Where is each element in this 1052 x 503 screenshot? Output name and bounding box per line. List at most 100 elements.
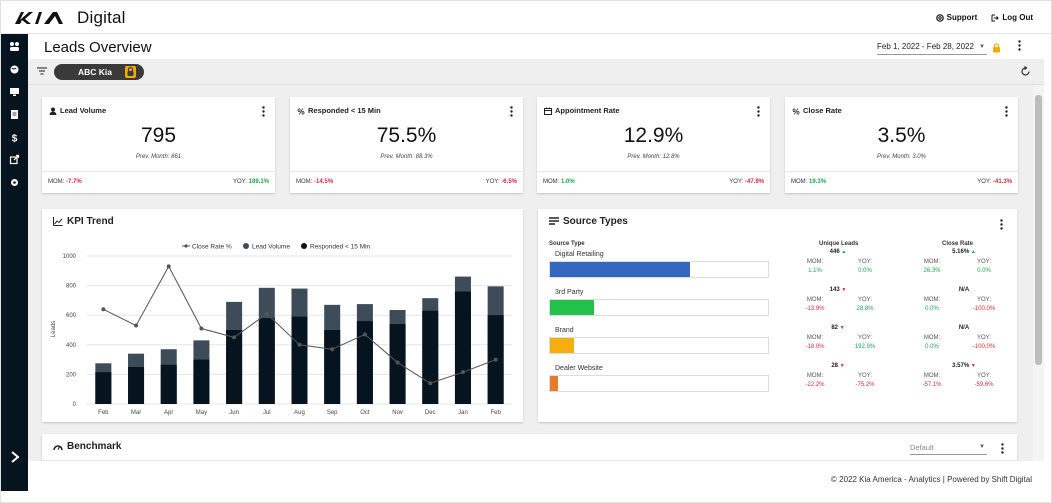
unique-leads-col-header: Unique Leads [819, 241, 859, 247]
legend-marker [243, 243, 249, 249]
y-tick-label: 800 [66, 284, 77, 290]
kpi-title: Lead Volume [49, 106, 106, 115]
responded-bar [128, 367, 145, 404]
filter-icon[interactable] [37, 67, 47, 75]
kpi-card: % Responded < 15 Min 75.5% Prev. Month: … [290, 97, 523, 193]
lock-icon [993, 43, 1000, 53]
source-type-col-header: Source Type [549, 241, 585, 247]
unique-leads-value: 143 ▼ [808, 287, 868, 293]
leads-mom-label: MOM: [806, 297, 824, 303]
responded-bar [160, 364, 177, 404]
responded-bar [454, 291, 471, 404]
source-type-bar-fill [550, 300, 594, 315]
close-rate-value: 5.16% ▲ [934, 249, 994, 255]
benchmark-select[interactable]: Default ▼ [910, 443, 987, 455]
x-tick-label: Feb [98, 410, 109, 416]
kpi-title-text: Responded < 15 Min [308, 106, 381, 115]
kpi-mom-value: 19.3% [809, 179, 827, 185]
leads-mom-text: 1.1% [808, 268, 822, 274]
kpi-title: % Close Rate [792, 106, 841, 115]
globe-icon[interactable] [9, 64, 20, 75]
dashboard-icon[interactable] [9, 41, 20, 52]
close-yoy-text: 0.0% [977, 268, 991, 274]
scrollbar-thumb[interactable] [1035, 95, 1042, 365]
refresh-icon[interactable] [1020, 66, 1031, 77]
kpi-yoy-value: -6.5% [501, 179, 517, 185]
source-type-bar-fill [550, 376, 558, 391]
date-range-select[interactable]: Feb 1, 2022 - Feb 28, 2022 ▼ [877, 42, 987, 55]
benchmark-menu-kebab-icon[interactable] [1001, 443, 1004, 454]
logout-link[interactable]: Log Out [991, 13, 1033, 22]
leads-mom-text: -22.2% [805, 382, 825, 388]
page-menu-kebab-icon[interactable] [1018, 40, 1021, 51]
support-icon [935, 13, 944, 22]
x-tick-label: Oct [360, 410, 370, 416]
kpi-yoy-label: YOY: [729, 179, 744, 185]
kpi-footer: MOM: 1.0% YOY: -47.9% [537, 171, 770, 193]
kpi-card: Lead Volume 795 Prev. Month: 861 MOM: -7… [42, 97, 275, 193]
monitor-icon[interactable] [9, 86, 20, 97]
close-yoy-label: YOY: [976, 297, 991, 303]
kpi-yoy-label: YOY: [485, 179, 500, 185]
dollar-icon[interactable]: $ [9, 132, 20, 144]
kpi-mom: MOM: -7.7% [48, 179, 82, 185]
benchmark-title-text: Benchmark [67, 441, 122, 452]
responded-bar [95, 372, 112, 404]
support-link[interactable]: Support [935, 13, 977, 22]
leads-yoy-text: 28.8% [856, 306, 874, 312]
kpi-yoy-label: YOY: [977, 179, 992, 185]
kpi-menu-kebab-icon[interactable] [1005, 106, 1008, 117]
close-yoy-label: YOY: [976, 373, 991, 379]
kpi-prev-month: Prev. Month: 3.0% [877, 154, 926, 160]
main-scrollbar[interactable] [1033, 85, 1044, 461]
kpi-value: 3.5% [877, 124, 926, 147]
external-link-icon[interactable] [9, 154, 20, 165]
gear-icon[interactable] [9, 177, 20, 188]
kpi-yoy-value: 189.1% [248, 179, 269, 185]
legend-label: Close Rate % [192, 244, 232, 251]
close-rate-text: N/A [958, 325, 970, 331]
footer-text: © 2022 Kia America - Analytics | Powered… [831, 475, 1032, 484]
leads-yoy-text: 192.9% [854, 344, 876, 350]
dealer-chip[interactable]: ABC Kia [54, 64, 144, 80]
source-type-name: Dealer Website [555, 365, 603, 372]
close-rate-point [166, 264, 171, 269]
unique-leads-value: 28 ▼ [808, 363, 868, 369]
y-tick-label: 400 [66, 343, 77, 349]
kpi-yoy-value: -41.3% [992, 179, 1012, 185]
kpi-menu-kebab-icon[interactable] [262, 106, 265, 117]
legend-marker [184, 244, 188, 248]
legend-marker [301, 243, 307, 249]
dealer-lock-icon [125, 66, 136, 78]
benchmark-title: Benchmark [53, 441, 121, 452]
leads-yoy-value: 28.8% [850, 306, 880, 312]
legend-label: Responded < 15 Min [310, 244, 371, 251]
top-links: Support Log Out [935, 13, 1033, 22]
chevron-down-icon: ▼ [979, 444, 985, 450]
kpi-value: 795 [140, 124, 177, 147]
close-yoy-text: -100.0% [972, 344, 996, 350]
leads-yoy-text: 0.0% [858, 268, 872, 274]
document-icon[interactable] [9, 109, 20, 120]
expand-chevron-icon[interactable] [8, 450, 22, 464]
close-rate-value: N/A [934, 325, 994, 331]
close-yoy-text: -59.6% [974, 382, 994, 388]
close-mom-label: MOM: [923, 259, 941, 265]
kpi-card: Appointment Rate 12.9% Prev. Month: 12.8… [537, 97, 770, 193]
leads-mom-value: -13.9% [800, 306, 830, 312]
trend-arrow-icon: ▼ [970, 363, 976, 369]
kpi-menu-kebab-icon[interactable] [510, 106, 513, 117]
source-type-name: Brand [555, 327, 574, 334]
y-axis-label: Leads [51, 321, 57, 337]
leads-mom-value: 1.1% [800, 268, 830, 274]
kpi-menu-kebab-icon[interactable] [757, 106, 760, 117]
kpi-title-text: Appointment Rate [555, 106, 620, 115]
close-mom-label: MOM: [923, 297, 941, 303]
brand-logo[interactable]: Digital [13, 8, 126, 27]
source-type-bar [549, 375, 769, 392]
kpi-yoy: YOY: -6.5% [486, 179, 517, 185]
unique-leads-count: 82 [831, 325, 839, 331]
source-types-menu-kebab-icon[interactable] [1000, 219, 1003, 230]
close-rate-point [362, 332, 367, 337]
leads-mom-value: -22.2% [800, 382, 830, 388]
